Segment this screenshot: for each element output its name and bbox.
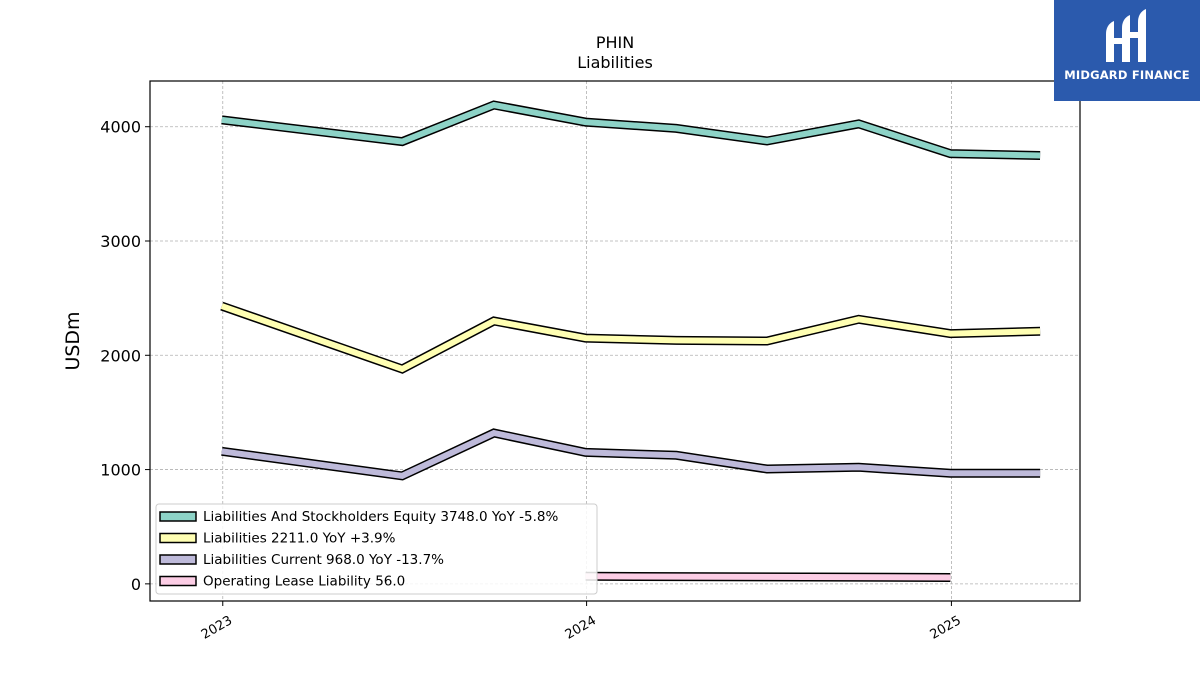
brand-logo: MIDGARD FINANCE bbox=[1054, 0, 1200, 101]
chart-subtitle: Liabilities bbox=[577, 53, 653, 72]
series-line bbox=[220, 303, 1041, 373]
y-tick-label: 2000 bbox=[100, 346, 141, 365]
legend-entry-label: Liabilities Current 968.0 YoY -13.7% bbox=[203, 552, 444, 568]
series-line bbox=[221, 101, 1041, 159]
chart-title: PHIN bbox=[596, 33, 634, 52]
y-tick-label: 3000 bbox=[100, 232, 141, 251]
series-line-outline bbox=[221, 100, 1041, 160]
plot-area-frame bbox=[149, 80, 1081, 602]
legend-entry-label: Liabilities 2211.0 YoY +3.9% bbox=[203, 531, 396, 547]
y-tick-label: 0 bbox=[131, 575, 141, 594]
series-line bbox=[585, 573, 951, 581]
legend-entry-label: Operating Lease Liability 56.0 bbox=[203, 574, 405, 590]
legend-entry-label: Liabilities And Stockholders Equity 3748… bbox=[203, 509, 558, 525]
series-line bbox=[221, 429, 1041, 479]
y-axis-label: USDm bbox=[62, 311, 84, 370]
x-tick-label: 2023 bbox=[199, 613, 235, 643]
logo-mark-icon bbox=[1106, 9, 1146, 62]
legend-swatch bbox=[159, 532, 197, 544]
legend: Liabilities And Stockholders Equity 3748… bbox=[155, 503, 598, 595]
y-tick-label: 1000 bbox=[100, 461, 141, 480]
legend-swatch bbox=[159, 554, 197, 565]
logo-text: MIDGARD FINANCE bbox=[1064, 68, 1190, 82]
series-lines bbox=[220, 100, 1041, 582]
x-tick-label: 2024 bbox=[563, 613, 599, 643]
x-tick-label: 2025 bbox=[928, 613, 964, 643]
legend-swatch bbox=[159, 575, 197, 587]
legend-frame bbox=[155, 503, 598, 595]
y-tick-label: 4000 bbox=[100, 118, 141, 137]
legend-swatch bbox=[159, 511, 197, 522]
